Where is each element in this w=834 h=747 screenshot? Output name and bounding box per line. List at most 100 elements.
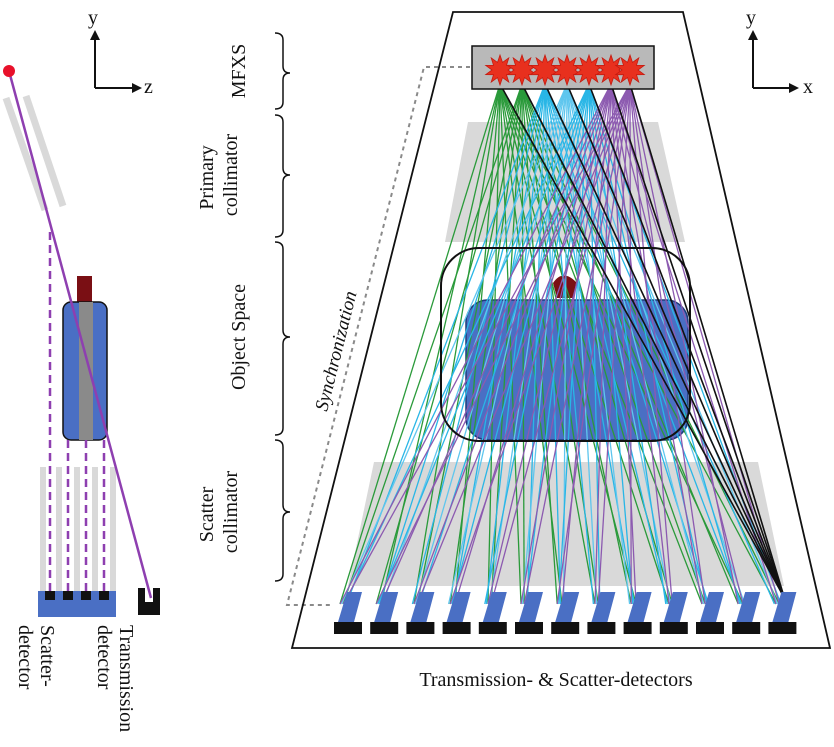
bracket-object — [274, 241, 291, 436]
beam-line — [375, 83, 523, 605]
beam-line — [520, 83, 612, 605]
scatter-detector-segment — [736, 592, 761, 622]
side-axis-y-label: y — [88, 7, 98, 29]
beam-line — [499, 83, 522, 605]
scatter-detector-segment — [410, 592, 435, 622]
beam-line — [414, 83, 568, 605]
scatter-detector-segment — [591, 592, 616, 622]
transmission-beam-line — [610, 83, 786, 599]
transmission-detector-element — [442, 622, 471, 634]
beam-line — [597, 83, 631, 605]
transmission-beam-line — [566, 83, 786, 599]
beam-line — [342, 83, 631, 605]
side-scatter-paths — [48, 232, 106, 598]
scatter-detector-segment — [446, 592, 471, 622]
beam-line — [339, 83, 501, 605]
transmission-detector-element — [515, 622, 543, 634]
side-axis-z-label: z — [144, 76, 153, 98]
beam-line — [588, 83, 667, 605]
beam-line — [487, 83, 612, 605]
source-burst-icon — [614, 53, 646, 87]
transmission-beam-line — [499, 83, 786, 599]
beam-line — [484, 83, 590, 605]
side-scatter-detector-label: Scatter- detector — [14, 625, 58, 692]
primary-collimator-label: Primary collimator — [196, 134, 242, 217]
scatter-detector-segment — [338, 592, 362, 622]
object-space-label: Object Space — [228, 284, 250, 390]
transmission-detector-element — [623, 622, 652, 634]
transmission-detector-element — [696, 622, 724, 634]
beam-line — [566, 83, 705, 605]
front-axes: y x — [746, 7, 813, 98]
side-primary-collimator — [2, 94, 67, 212]
beam-line — [413, 83, 612, 605]
side-axes: y z — [88, 7, 153, 98]
transmission-detector-element — [659, 622, 688, 634]
side-scatter-detector — [38, 591, 116, 617]
beam-line — [629, 83, 673, 605]
beam-line — [411, 83, 546, 605]
beam-line — [341, 83, 568, 605]
transmission-detector-element — [587, 622, 616, 634]
beam-line — [499, 83, 777, 605]
transmission-detector-element — [334, 622, 362, 634]
transmission-detector-element — [768, 622, 797, 634]
scatter-detector-segment — [482, 592, 507, 622]
source-bursts — [484, 53, 646, 87]
beam-line — [629, 83, 632, 605]
beam-line — [594, 83, 612, 605]
scatter-detector-segment — [772, 592, 797, 622]
scatter-detector-segment — [663, 592, 688, 622]
transmission-beam-line — [544, 83, 786, 599]
mfxs-label: MFXS — [228, 44, 250, 98]
beam-line — [610, 83, 670, 605]
beam-line — [378, 83, 546, 605]
front-axis-y-label: y — [746, 7, 756, 29]
beam-line — [377, 83, 590, 605]
side-scatter-collimator — [40, 467, 116, 591]
transmission-detector-element — [478, 622, 507, 634]
transmission-detector-element — [732, 622, 761, 634]
bracket-labels — [274, 32, 291, 582]
beam-line — [556, 83, 631, 605]
transmission-detector-element — [370, 622, 399, 634]
beam-line — [523, 83, 631, 605]
beam-line — [610, 83, 703, 605]
beam-line — [375, 83, 631, 605]
beam-line — [449, 83, 631, 605]
scatter-detector-segment — [627, 592, 652, 622]
scatter-detector-segment — [555, 592, 580, 622]
side-source-dot — [3, 65, 15, 77]
bracket-scatter — [274, 439, 291, 582]
front-frame — [290, 11, 832, 649]
beam-line — [380, 83, 612, 605]
scatter-detector-segment — [700, 592, 724, 622]
bracket-mfxs — [274, 32, 291, 110]
beam-line — [499, 83, 596, 605]
front-axis-x-label: x — [803, 76, 813, 98]
beam-line — [544, 83, 775, 605]
beam-line — [629, 83, 706, 605]
synchronization-label: Synchronization — [311, 289, 361, 413]
beam-line — [342, 83, 523, 605]
beam-line — [544, 83, 595, 605]
beam-line — [566, 83, 631, 605]
transmission-detector-element — [406, 622, 435, 634]
beam-line — [629, 83, 739, 605]
beam-lines — [339, 83, 786, 605]
detector-array — [334, 592, 797, 634]
bracket-texts: MFXS Primary collimator Object Space Sca… — [196, 44, 250, 553]
front-view: y x Transmission- & Scatter-detectors — [290, 7, 832, 691]
beam-line — [558, 83, 590, 605]
beam-line — [413, 83, 501, 605]
transmission-beam-line — [521, 83, 786, 599]
scatter-collimator-label: Scatter collimator — [196, 471, 242, 554]
scatter-detector-segment — [374, 592, 399, 622]
beam-line — [521, 83, 568, 605]
beam-line — [610, 83, 777, 605]
side-object — [62, 276, 108, 441]
beam-line — [588, 83, 741, 605]
transmission-beam-line — [629, 83, 786, 599]
side-transmission-detector — [138, 588, 160, 615]
